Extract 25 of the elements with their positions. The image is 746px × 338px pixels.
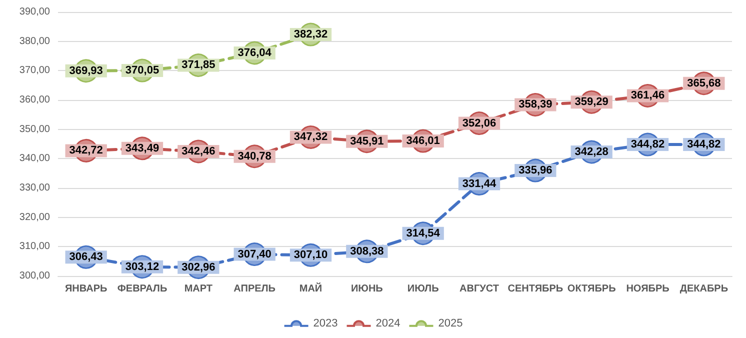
y-tick-label: 330,00 xyxy=(19,182,50,194)
y-tick-label: 340,00 xyxy=(19,153,50,164)
y-tick-label: 370,00 xyxy=(19,65,50,76)
y-tick-label: 350,00 xyxy=(19,124,50,135)
y-tick-label: 380,00 xyxy=(19,36,50,47)
x-tick-label: ЯНВАРЬ xyxy=(64,284,108,294)
legend-label: 2025 xyxy=(438,318,463,330)
x-tick-label: ДЕКАБРЬ xyxy=(680,284,728,294)
x-tick-label: МАЙ xyxy=(299,282,322,294)
y-tick-label: 300,00 xyxy=(19,270,50,282)
x-tick-label: ФЕВРАЛЬ xyxy=(117,284,168,294)
x-tick-label: ИЮНЬ xyxy=(350,284,383,294)
x-tick-label: ОКТЯБРЬ xyxy=(567,284,616,294)
x-tick-label: АВГУСТ xyxy=(460,284,499,294)
x-tick-label: ИЮЛЬ xyxy=(407,284,439,294)
legend-label: 2024 xyxy=(376,318,400,330)
legend-label: 2023 xyxy=(313,318,338,330)
x-tick-label: МАРТ xyxy=(184,284,213,294)
y-tick-label: 320,00 xyxy=(19,212,50,223)
y-tick-label: 360,00 xyxy=(19,94,50,106)
y-tick-label: 390,00 xyxy=(19,6,50,18)
x-tick-label: НОЯБРЬ xyxy=(626,284,670,294)
x-tick-label: АПРЕЛЬ xyxy=(234,284,276,294)
y-tick-label: 310,00 xyxy=(19,241,50,252)
x-tick-label: СЕНТЯБРЬ xyxy=(508,284,564,294)
